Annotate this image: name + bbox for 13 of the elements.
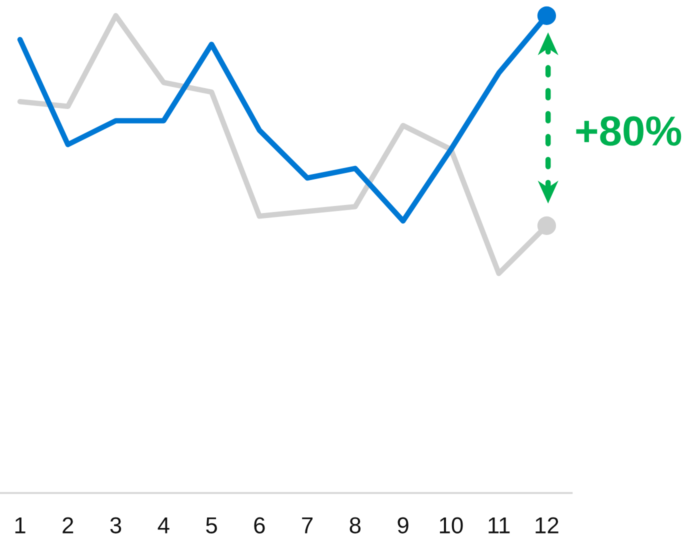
x-tick-label: 10 <box>440 517 463 534</box>
x-tick-label: 3 <box>110 517 122 534</box>
x-tick-label: 6 <box>254 517 265 534</box>
x-tick-label: 7 <box>302 517 313 534</box>
x-tick-label: 5 <box>206 517 217 534</box>
x-tick-label: 9 <box>398 517 408 534</box>
x-tick-label: 11 <box>488 517 510 534</box>
x-tick-label: 8 <box>350 517 361 534</box>
x-tick-label: 1 <box>15 517 26 534</box>
x-tick-label: 12 <box>536 517 558 534</box>
x-tick-label: 4 <box>158 517 170 534</box>
x-tick-label: 2 <box>62 517 74 534</box>
text: +80% <box>576 116 682 146</box>
